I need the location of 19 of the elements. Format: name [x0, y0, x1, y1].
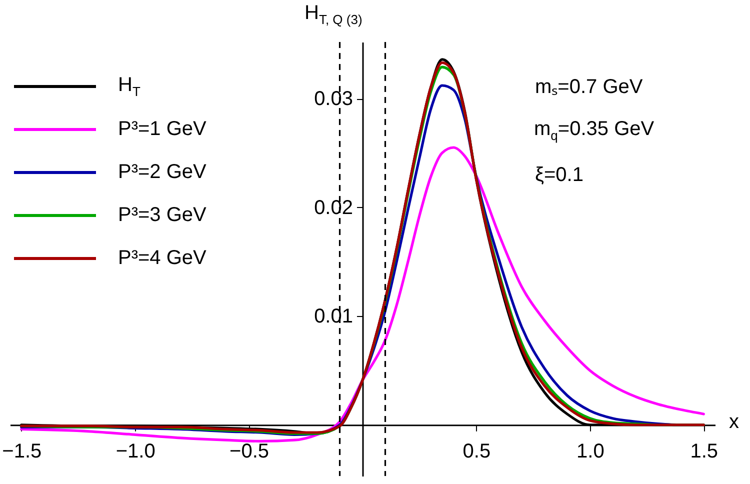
- annotation: mₛ=0.7 GeV: [535, 75, 643, 99]
- line-series: [20, 146, 705, 442]
- x-axis-title: x: [729, 410, 739, 434]
- y-tick-label: 0.03: [314, 88, 353, 110]
- x-tick-label: −1.5: [2, 440, 42, 462]
- legend-label: P³=1 GeV: [118, 118, 206, 141]
- annotation: m$_{q}$=0.35 GeV: [534, 118, 654, 143]
- x-tick-label: 0.5: [462, 440, 491, 462]
- x-tick-label: 1.0: [576, 440, 604, 462]
- x-tick-label: 1.5: [690, 440, 718, 462]
- annotation: ξ=0.1: [535, 164, 584, 187]
- x-tick-label: −0.5: [230, 440, 270, 462]
- legend-label: P³=3 GeV: [118, 204, 206, 227]
- legend-label: P³=2 GeV: [118, 161, 206, 184]
- legend-label: P³=4 GeV: [118, 247, 206, 270]
- legend-label: H$_{T}$: [118, 74, 140, 99]
- x-tick-label: −1.0: [116, 440, 156, 462]
- y-tick-label: 0.02: [314, 196, 353, 219]
- y-axis-title: H$_{T, Q (3)}$: [304, 2, 362, 27]
